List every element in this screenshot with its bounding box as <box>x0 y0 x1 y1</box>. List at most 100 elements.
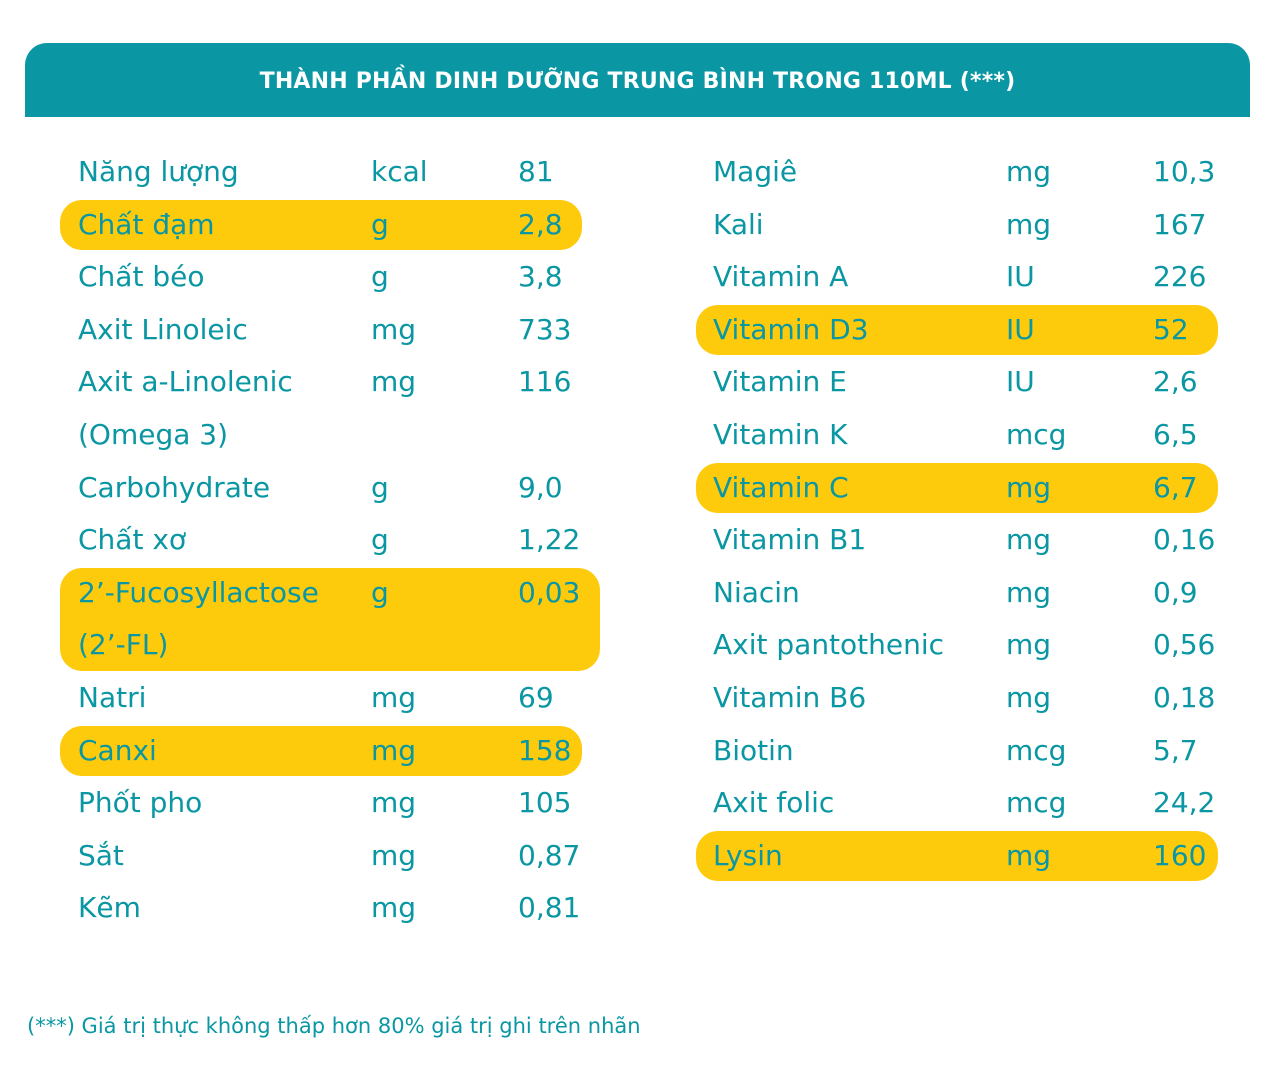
nutrient-name: Kali <box>713 207 764 241</box>
nutrient-unit: mcg <box>1006 733 1067 767</box>
nutrient-value: 226 <box>1153 260 1207 294</box>
nutrient-name: Vitamin E <box>713 365 847 399</box>
table-row: Axit a-Linolenic (Omega 3) mg 116 <box>60 356 600 461</box>
table-row: Axit pantothenic mg 0,56 <box>696 619 1218 672</box>
nutrient-name: Biotin <box>713 733 794 767</box>
page-title: THÀNH PHẦN DINH DƯỠNG TRUNG BÌNH TRONG 1… <box>259 68 1016 94</box>
nutrient-name: Axit folic <box>713 786 835 820</box>
nutrient-value: 0,16 <box>1153 523 1216 557</box>
nutrient-unit: mg <box>371 838 417 872</box>
nutrient-value: 0,81 <box>518 891 581 925</box>
nutrition-column-left: Năng lượng kcal 81 Chất đạm g 2,8 Chất b… <box>60 146 600 935</box>
table-row: Biotin mcg 5,7 <box>696 725 1218 778</box>
nutrient-name: Năng lượng <box>78 155 239 188</box>
nutrient-unit: IU <box>1006 260 1035 294</box>
nutrient-unit: mg <box>371 733 417 767</box>
nutrient-name: Vitamin B1 <box>713 523 867 557</box>
table-row: Sắt mg 0,87 <box>60 830 600 883</box>
nutrient-name: Axit pantothenic <box>713 628 945 662</box>
table-header-bar: THÀNH PHẦN DINH DƯỠNG TRUNG BÌNH TRONG 1… <box>25 43 1250 117</box>
nutrient-unit: mg <box>1006 628 1052 662</box>
nutrient-value: 0,87 <box>518 838 581 872</box>
nutrient-name: Sắt <box>78 838 124 872</box>
table-row-highlighted: 2’-Fucosyllactose (2’-FL) g 0,03 <box>60 567 600 672</box>
nutrient-name: Axit a-Linolenic (Omega 3) <box>78 365 293 451</box>
nutrient-unit: g <box>371 207 389 241</box>
nutrient-value: 0,03 <box>518 575 581 609</box>
nutrient-name: Magiê <box>713 155 798 188</box>
nutrient-name: Niacin <box>713 575 800 609</box>
table-row: Chất béo g 3,8 <box>60 251 600 304</box>
nutrient-value: 52 <box>1153 312 1189 346</box>
nutrient-unit: IU <box>1006 312 1035 346</box>
nutrient-unit: mg <box>1006 155 1052 188</box>
nutrient-unit: g <box>371 523 389 557</box>
table-row: Vitamin K mcg 6,5 <box>696 409 1218 462</box>
nutrient-unit: mg <box>371 786 417 820</box>
table-row: Vitamin E IU 2,6 <box>696 356 1218 409</box>
table-row-highlighted: Vitamin C mg 6,7 <box>696 462 1218 515</box>
table-row: Vitamin B6 mg 0,18 <box>696 672 1218 725</box>
table-row: Vitamin A IU 226 <box>696 251 1218 304</box>
nutrient-value: 5,7 <box>1153 733 1198 767</box>
nutrient-value: 1,22 <box>518 523 581 557</box>
table-row: Chất xơ g 1,22 <box>60 514 600 567</box>
nutrient-value: 2,8 <box>518 207 563 241</box>
nutrient-name: Vitamin D3 <box>713 312 869 346</box>
nutrient-unit: mg <box>1006 838 1052 872</box>
nutrient-value: 116 <box>518 365 572 399</box>
nutrient-value: 158 <box>518 733 572 767</box>
table-row-highlighted: Lysin mg 160 <box>696 830 1218 883</box>
nutrient-unit: mg <box>371 312 417 346</box>
nutrient-value: 0,9 <box>1153 575 1198 609</box>
nutrient-name: Vitamin B6 <box>713 680 867 714</box>
nutrient-unit: g <box>371 470 389 504</box>
nutrient-value: 0,18 <box>1153 680 1216 714</box>
nutrient-unit: mcg <box>1006 417 1067 451</box>
nutrient-unit: mg <box>371 680 417 714</box>
nutrient-unit: mg <box>1006 470 1052 504</box>
nutrient-name: Vitamin C <box>713 470 849 504</box>
nutrient-name: 2’-Fucosyllactose (2’-FL) <box>78 575 319 662</box>
table-row: Phốt pho mg 105 <box>60 777 600 830</box>
nutrient-name: Carbohydrate <box>78 470 271 504</box>
nutrient-unit: g <box>371 575 389 609</box>
nutrient-name: Natri <box>78 680 147 714</box>
nutrient-unit: kcal <box>371 155 428 188</box>
nutrient-value: 6,5 <box>1153 417 1198 451</box>
footnote: (***) Giá trị thực không thấp hơn 80% gi… <box>27 1014 641 1038</box>
table-row: Vitamin B1 mg 0,16 <box>696 514 1218 567</box>
nutrient-name: Canxi <box>78 733 157 767</box>
nutrient-unit: mg <box>371 891 417 925</box>
nutrient-value: 167 <box>1153 207 1207 241</box>
table-row-highlighted: Chất đạm g 2,8 <box>60 199 600 252</box>
table-row: Magiê mg 10,3 <box>696 146 1218 199</box>
nutrient-value: 733 <box>518 312 572 346</box>
table-row: Natri mg 69 <box>60 672 600 725</box>
nutrient-unit: mg <box>1006 575 1052 609</box>
table-row: Carbohydrate g 9,0 <box>60 462 600 515</box>
table-row: Axit folic mcg 24,2 <box>696 777 1218 830</box>
nutrient-unit: IU <box>1006 365 1035 399</box>
nutrient-unit: mg <box>1006 680 1052 714</box>
nutrition-column-right: Magiê mg 10,3 Kali mg 167 Vitamin A IU 2… <box>696 146 1218 882</box>
table-row-highlighted: Vitamin D3 IU 52 <box>696 304 1218 357</box>
nutrient-value: 3,8 <box>518 260 563 294</box>
nutrient-value: 24,2 <box>1153 786 1216 820</box>
nutrient-unit: mg <box>1006 207 1052 241</box>
table-row: Kali mg 167 <box>696 199 1218 252</box>
nutrient-value: 6,7 <box>1153 470 1198 504</box>
nutrient-name: Chất béo <box>78 260 205 294</box>
nutrient-value: 9,0 <box>518 470 563 504</box>
nutrient-value: 0,56 <box>1153 628 1216 662</box>
nutrient-value: 69 <box>518 680 554 714</box>
nutrient-unit: mg <box>1006 523 1052 557</box>
table-row: Niacin mg 0,9 <box>696 567 1218 620</box>
nutrient-value: 105 <box>518 786 572 820</box>
table-row: Axit Linoleic mg 733 <box>60 304 600 357</box>
nutrient-name: Phốt pho <box>78 786 203 820</box>
nutrient-name: Chất đạm <box>78 207 215 241</box>
nutrient-name: Vitamin K <box>713 417 848 451</box>
nutrient-name: Vitamin A <box>713 260 849 294</box>
nutrient-name: Lysin <box>713 838 783 872</box>
